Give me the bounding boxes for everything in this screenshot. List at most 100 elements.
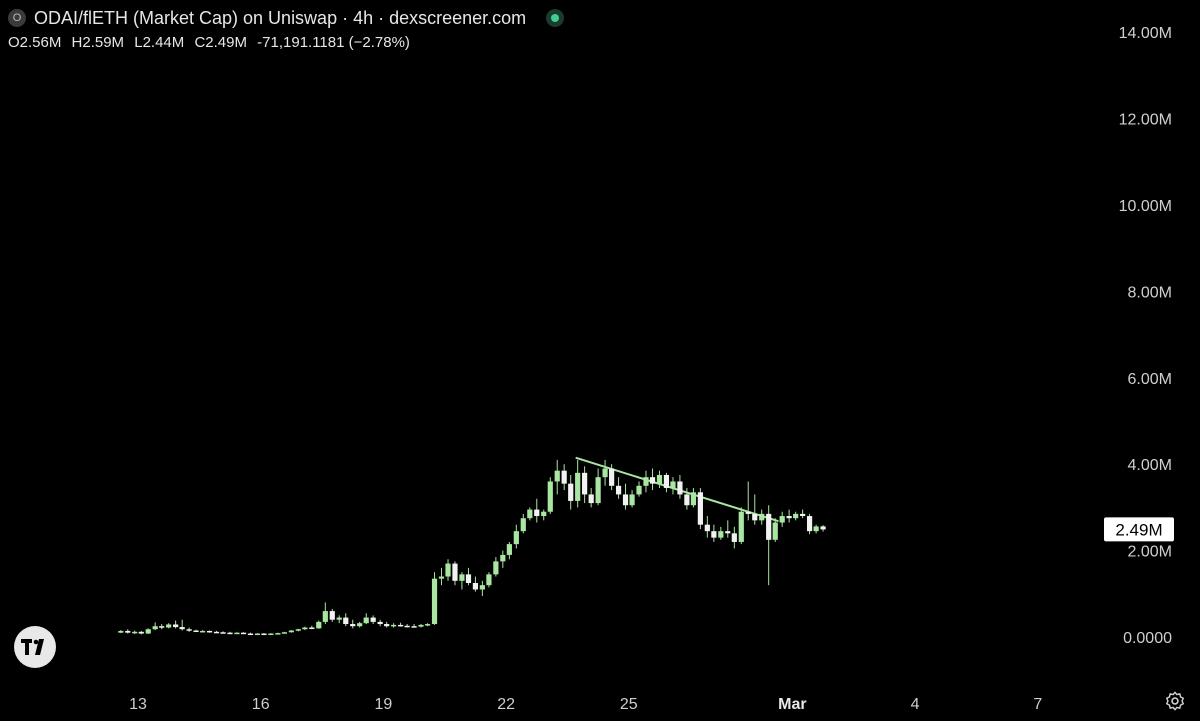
- ohlc-close: C2.49M: [194, 34, 247, 51]
- candle-body-down: [615, 485, 622, 495]
- candle: [820, 525, 826, 532]
- candle: [391, 623, 397, 628]
- y-tick-label: 6.00M: [1128, 371, 1172, 388]
- candle: [418, 624, 424, 628]
- candle-body-down: [240, 632, 247, 635]
- candle: [622, 483, 629, 510]
- candle-body-down: [220, 632, 226, 634]
- candle: [179, 619, 185, 631]
- candle: [350, 619, 356, 629]
- candle: [649, 468, 656, 491]
- candle: [513, 524, 519, 549]
- settings-gear-icon[interactable]: [1164, 690, 1186, 712]
- candle-body-down: [350, 624, 356, 627]
- symbol-badge[interactable]: O: [8, 9, 26, 27]
- candle-body-down: [173, 624, 179, 628]
- candle-body-up: [166, 624, 172, 628]
- candle: [152, 622, 158, 631]
- candle: [404, 624, 410, 628]
- candle: [745, 481, 751, 521]
- candle-body-down: [704, 524, 710, 532]
- candle-body-down: [159, 626, 165, 628]
- candle-body-up: [363, 617, 369, 624]
- candle: [377, 619, 383, 627]
- candle-body-down: [766, 513, 772, 540]
- candle: [506, 541, 512, 560]
- candle-body-down: [384, 624, 390, 627]
- candle: [213, 630, 220, 634]
- candle-body-down: [397, 624, 404, 627]
- candle: [704, 516, 710, 538]
- candle-body-up: [336, 617, 342, 620]
- descending-trendline[interactable]: [575, 456, 779, 523]
- candle: [322, 602, 328, 625]
- y-axis[interactable]: 0.0000 2.00M 4.00M 6.00M 8.00M 10.00M 12.00M 14…: [1119, 25, 1172, 647]
- candle: [718, 526, 724, 540]
- candle: [118, 630, 124, 634]
- y-tick-label: 8.00M: [1128, 284, 1172, 301]
- candle-body-down: [649, 477, 656, 484]
- x-tick-label: 25: [620, 696, 638, 713]
- ohlc-low: L2.44M: [134, 34, 185, 51]
- candle-body-up: [486, 574, 492, 586]
- candle: [486, 572, 492, 588]
- candle-body-up: [322, 611, 328, 622]
- candle-body-up: [281, 632, 288, 634]
- candle: [479, 580, 485, 596]
- candle-body-down: [609, 468, 615, 486]
- candle-body-down: [377, 621, 383, 625]
- candle: [602, 459, 608, 486]
- candle: [159, 624, 165, 630]
- candle: [527, 507, 533, 521]
- candle-body-up: [152, 626, 158, 630]
- candle: [500, 550, 506, 568]
- candle: [731, 526, 737, 549]
- tradingview-logo-icon[interactable]: [14, 626, 56, 668]
- x-tick-label: 22: [497, 696, 515, 713]
- x-axis[interactable]: 13 16 19 22 25 Mar 4 7: [129, 696, 1042, 713]
- live-status-icon[interactable]: [546, 9, 565, 27]
- candle-body-down: [125, 630, 131, 633]
- candle: [295, 628, 301, 632]
- candle: [697, 487, 703, 529]
- candle-body-up: [643, 477, 649, 486]
- candle-body-down: [820, 526, 826, 530]
- candle: [254, 633, 261, 636]
- y-tick-label: 12.00M: [1119, 112, 1172, 129]
- title-row: O ODAI/flETH (Market Cap) on Uniswap · 4…: [8, 6, 565, 30]
- candle: [166, 623, 172, 629]
- candle-body-up: [295, 629, 301, 631]
- candle-body-up: [234, 632, 240, 635]
- candle: [424, 623, 431, 627]
- candle: [609, 464, 615, 491]
- candle-body-down: [663, 475, 670, 488]
- candle: [752, 494, 758, 525]
- candle: [725, 520, 731, 538]
- x-tick-label: 16: [252, 696, 270, 713]
- candle-body-down: [193, 630, 199, 633]
- candle-body-down: [684, 494, 690, 506]
- candle-body-up: [391, 624, 397, 627]
- candle-body-down: [138, 631, 144, 634]
- candle-body-up: [793, 513, 799, 519]
- candle: [316, 620, 322, 629]
- candle-body-down: [227, 632, 233, 635]
- candle-body-up: [636, 485, 642, 495]
- candle: [438, 567, 445, 586]
- candle-body-up: [759, 513, 765, 521]
- candle-body-down: [206, 630, 213, 633]
- candle-body-up: [813, 526, 819, 532]
- candle-body-up: [459, 574, 465, 581]
- candle: [281, 631, 288, 634]
- candle-body-up: [670, 481, 676, 488]
- candle-body-up: [431, 578, 438, 625]
- candle: [677, 475, 683, 499]
- candle-body-down: [186, 629, 192, 631]
- candle: [772, 518, 778, 542]
- candle: [275, 632, 281, 635]
- candle-body-up: [738, 511, 744, 542]
- candle-body-down: [800, 513, 806, 517]
- candle: [561, 464, 567, 491]
- candle-body-up: [445, 563, 451, 577]
